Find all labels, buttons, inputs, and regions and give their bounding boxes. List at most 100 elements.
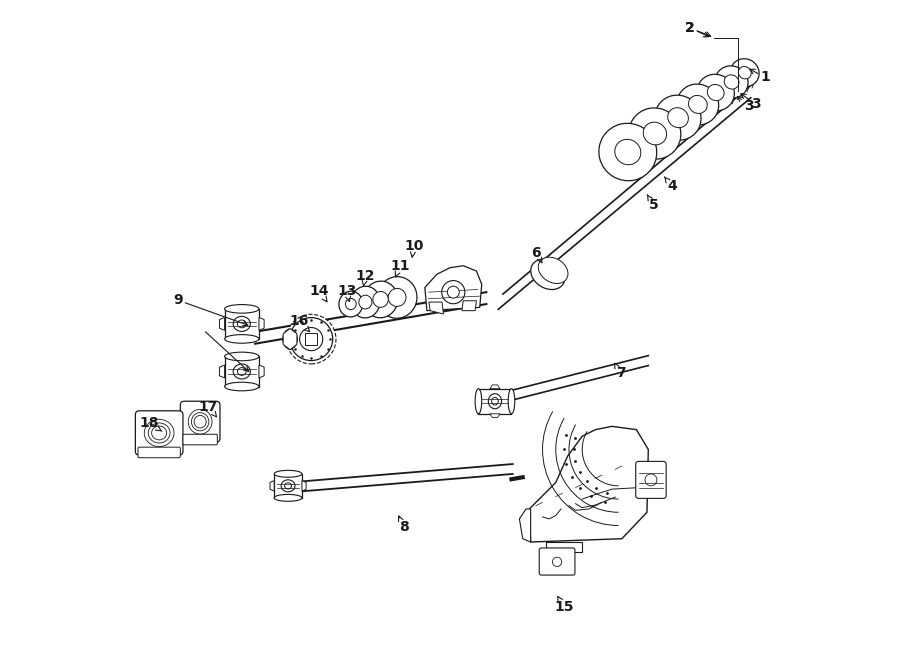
Ellipse shape [274,494,302,501]
Polygon shape [220,317,225,330]
Ellipse shape [233,317,250,331]
Polygon shape [529,426,648,542]
Ellipse shape [531,259,565,290]
Text: 17: 17 [198,399,218,417]
Ellipse shape [698,74,734,111]
Text: 2: 2 [685,20,709,37]
Ellipse shape [339,292,363,317]
Ellipse shape [738,67,752,79]
Text: 5: 5 [647,195,659,212]
Ellipse shape [447,286,459,298]
Polygon shape [302,481,306,491]
Polygon shape [490,414,500,418]
Ellipse shape [615,139,641,165]
Ellipse shape [629,108,681,159]
Ellipse shape [225,305,259,313]
Polygon shape [462,301,476,311]
Ellipse shape [553,557,562,566]
Ellipse shape [148,423,170,443]
Ellipse shape [442,280,465,303]
Ellipse shape [364,281,398,318]
Text: 3: 3 [737,97,754,113]
Ellipse shape [538,257,568,284]
Text: 8: 8 [399,516,409,535]
Ellipse shape [238,368,246,375]
Ellipse shape [645,474,657,486]
Text: 3: 3 [741,94,760,112]
Polygon shape [545,542,582,552]
Text: 10: 10 [404,239,423,257]
Ellipse shape [144,419,174,447]
Ellipse shape [300,328,323,350]
Ellipse shape [359,295,372,309]
Ellipse shape [475,389,482,414]
Polygon shape [479,389,511,414]
Ellipse shape [283,329,297,349]
Ellipse shape [225,352,259,361]
Ellipse shape [151,426,166,440]
Ellipse shape [192,412,209,431]
Ellipse shape [491,397,499,405]
Text: 9: 9 [173,293,248,326]
Text: 1: 1 [750,69,770,85]
Ellipse shape [644,122,667,145]
Text: 6: 6 [531,245,542,263]
Ellipse shape [668,108,688,128]
Polygon shape [259,317,264,330]
FancyBboxPatch shape [539,548,575,575]
Ellipse shape [233,364,250,379]
Ellipse shape [225,382,259,391]
Ellipse shape [274,471,302,477]
Ellipse shape [388,288,406,307]
Ellipse shape [284,483,292,489]
Text: 13: 13 [338,284,356,301]
Text: 7: 7 [615,363,626,381]
Ellipse shape [346,299,356,309]
Ellipse shape [225,334,259,343]
Ellipse shape [688,95,707,114]
Ellipse shape [677,84,719,125]
Polygon shape [220,365,225,378]
Ellipse shape [724,75,739,89]
Ellipse shape [281,480,295,492]
Ellipse shape [598,124,657,180]
Polygon shape [274,474,302,498]
FancyBboxPatch shape [183,434,217,445]
Ellipse shape [373,292,388,307]
Text: 4: 4 [664,176,677,194]
Polygon shape [519,509,531,542]
Polygon shape [225,356,259,387]
Polygon shape [490,385,500,389]
Ellipse shape [286,315,336,364]
Ellipse shape [731,59,759,87]
Text: 14: 14 [310,284,328,301]
Ellipse shape [194,415,206,428]
Ellipse shape [377,277,417,318]
Polygon shape [428,302,444,314]
Bar [305,333,317,345]
Ellipse shape [489,394,501,408]
Ellipse shape [351,286,380,318]
Text: 16: 16 [290,314,310,332]
Polygon shape [425,266,482,311]
Text: 2: 2 [684,20,711,37]
Ellipse shape [707,85,724,100]
Text: 12: 12 [356,269,375,286]
Polygon shape [225,309,259,339]
Text: 15: 15 [554,596,573,614]
Ellipse shape [188,409,212,434]
FancyBboxPatch shape [138,447,180,458]
FancyBboxPatch shape [635,461,666,498]
Polygon shape [284,329,297,350]
Text: 11: 11 [391,258,410,276]
FancyBboxPatch shape [135,411,183,455]
Text: 18: 18 [140,416,162,431]
FancyBboxPatch shape [180,401,220,442]
Ellipse shape [508,389,515,414]
Ellipse shape [655,95,701,140]
Ellipse shape [716,66,748,98]
Ellipse shape [238,320,246,328]
Polygon shape [270,481,274,491]
Polygon shape [259,365,264,378]
Ellipse shape [290,318,333,361]
